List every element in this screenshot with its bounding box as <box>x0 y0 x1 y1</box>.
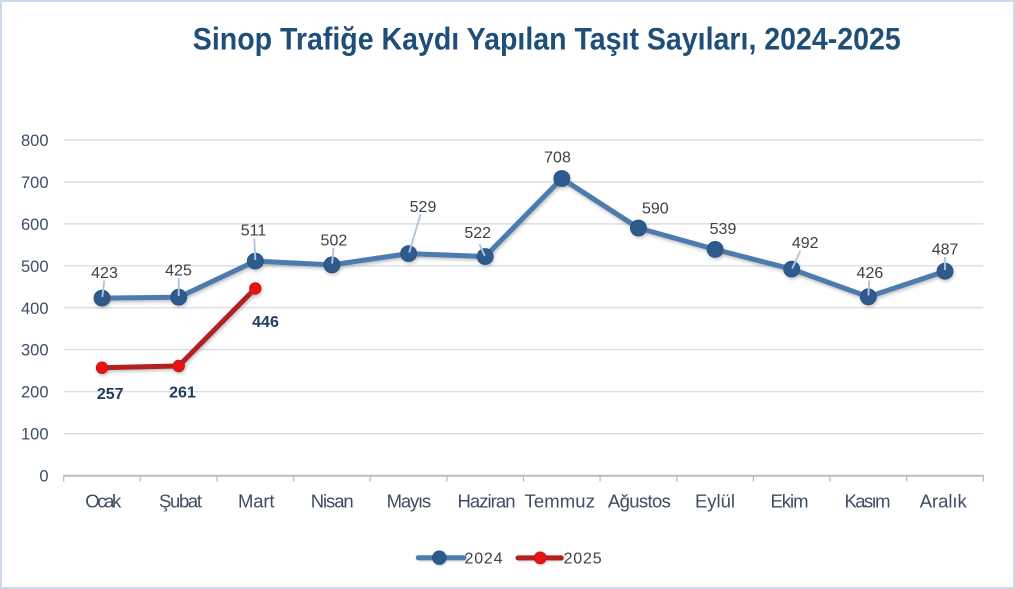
svg-text:446: 446 <box>252 314 279 331</box>
svg-text:300: 300 <box>20 341 48 359</box>
svg-text:2025: 2025 <box>563 550 601 567</box>
svg-text:Haziran: Haziran <box>457 490 515 511</box>
svg-text:400: 400 <box>20 299 48 317</box>
svg-text:600: 600 <box>20 215 48 233</box>
svg-text:2024: 2024 <box>464 550 502 567</box>
svg-text:Aralık: Aralık <box>919 490 967 511</box>
svg-text:Şubat: Şubat <box>159 490 202 511</box>
svg-text:Ekim: Ekim <box>770 490 808 511</box>
svg-text:200: 200 <box>20 383 48 401</box>
svg-text:492: 492 <box>791 235 818 252</box>
svg-text:800: 800 <box>20 131 48 149</box>
svg-text:Ağustos: Ağustos <box>607 490 670 511</box>
svg-text:423: 423 <box>91 265 118 282</box>
svg-text:511: 511 <box>240 222 266 239</box>
svg-text:700: 700 <box>20 173 48 191</box>
svg-text:257: 257 <box>96 385 123 402</box>
svg-text:Nisan: Nisan <box>310 490 353 511</box>
svg-text:425: 425 <box>165 262 192 279</box>
svg-text:500: 500 <box>20 257 48 275</box>
svg-text:Mart: Mart <box>238 490 275 511</box>
svg-text:Kasım: Kasım <box>844 490 890 511</box>
svg-text:Temmuz: Temmuz <box>524 490 595 511</box>
svg-text:Ocak: Ocak <box>85 490 122 511</box>
svg-text:261: 261 <box>169 384 196 401</box>
svg-text:502: 502 <box>320 232 347 249</box>
svg-text:522: 522 <box>464 225 491 242</box>
svg-text:100: 100 <box>20 425 48 443</box>
svg-text:Mayıs: Mayıs <box>386 490 431 511</box>
svg-text:0: 0 <box>39 467 48 485</box>
svg-text:Sinop Trafiğe Kaydı Yapılan Ta: Sinop Trafiğe Kaydı Yapılan Taşıt Sayıla… <box>192 20 900 56</box>
svg-text:487: 487 <box>931 241 958 258</box>
svg-text:708: 708 <box>544 149 571 166</box>
svg-text:590: 590 <box>641 200 668 217</box>
svg-text:Eylül: Eylül <box>695 490 735 511</box>
svg-text:529: 529 <box>409 199 436 216</box>
svg-text:539: 539 <box>709 221 736 238</box>
svg-text:426: 426 <box>856 264 883 281</box>
